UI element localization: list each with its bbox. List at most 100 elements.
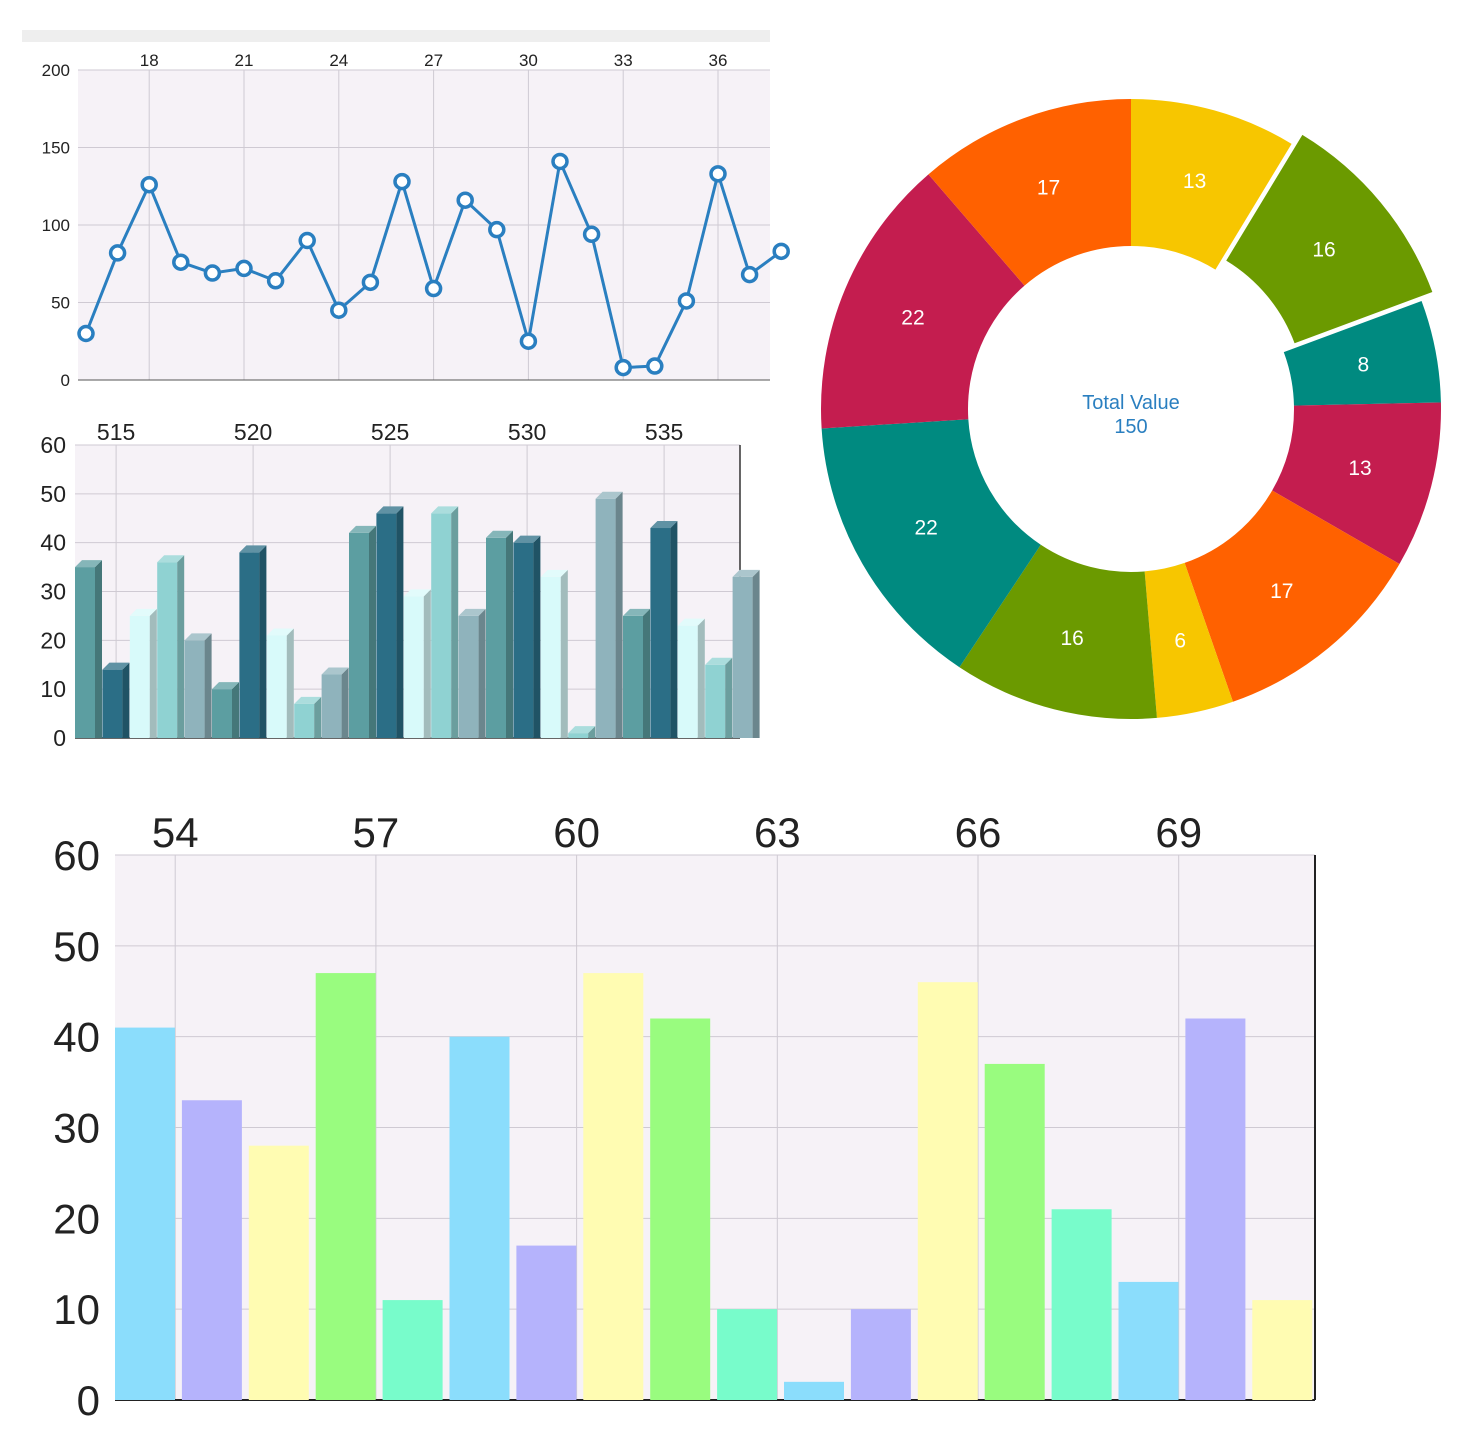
bar3d-x-tick-label: 525 bbox=[371, 419, 409, 445]
bar3d-y-tick-label: 0 bbox=[53, 725, 66, 750]
bar3d-bar-side bbox=[561, 570, 568, 738]
bar-rect bbox=[182, 1100, 242, 1400]
donut-center-label: Total Value bbox=[1082, 392, 1179, 414]
line-chart: 200 150 100 50 0 18 21 24 27 30 33 36 bbox=[0, 0, 790, 400]
donut-slice-label: 17 bbox=[1270, 580, 1293, 603]
bar3d-bar-side bbox=[670, 521, 677, 738]
bar3d-bar-front bbox=[650, 528, 670, 738]
bar-rect bbox=[383, 1300, 443, 1400]
donut-slice-label: 22 bbox=[901, 306, 924, 329]
bar-rect bbox=[516, 1246, 576, 1400]
bar3d-bar-side bbox=[753, 570, 760, 738]
bar3d-bar-front bbox=[431, 513, 451, 738]
line-y-tick-label: 0 bbox=[61, 371, 70, 390]
bar-rect bbox=[249, 1146, 309, 1400]
line-data-point bbox=[616, 361, 630, 375]
line-x-tick-label: 33 bbox=[614, 51, 633, 70]
line-data-point bbox=[269, 274, 283, 288]
bar3d-bar-side bbox=[479, 609, 486, 738]
line-chart-top-shade bbox=[22, 30, 770, 42]
bar3d-bar-side bbox=[177, 555, 184, 738]
line-y-tick-label: 100 bbox=[42, 216, 70, 235]
line-data-point bbox=[585, 227, 599, 241]
bar3d-bar-side bbox=[506, 531, 513, 738]
line-x-tick-label: 21 bbox=[235, 51, 254, 70]
bar-y-tick-label: 10 bbox=[53, 1286, 100, 1333]
line-data-point bbox=[395, 175, 409, 189]
bar3d-bar-front bbox=[185, 640, 205, 738]
line-data-point bbox=[79, 327, 93, 341]
bar3d-bar-front bbox=[349, 533, 369, 738]
bar-x-tick-label: 54 bbox=[152, 809, 199, 856]
bar3d-y-tick-label: 60 bbox=[40, 432, 66, 458]
bar3d-bar-side bbox=[287, 628, 294, 738]
bar3d-bar-side bbox=[616, 492, 623, 738]
bar3d-bar-side bbox=[122, 663, 129, 738]
bar-rect bbox=[1252, 1300, 1312, 1400]
line-data-point bbox=[743, 268, 757, 282]
bar-rect bbox=[450, 1037, 510, 1400]
bar-rect bbox=[918, 982, 978, 1400]
bar-rect bbox=[1052, 1209, 1112, 1400]
bar3d-bar-front bbox=[705, 665, 725, 738]
bar3d-x-tick-label: 520 bbox=[234, 419, 272, 445]
bar3d-bar-front bbox=[239, 552, 259, 738]
line-data-point bbox=[332, 303, 346, 317]
line-data-point bbox=[111, 246, 125, 260]
bar3d-y-tick-label: 10 bbox=[40, 676, 66, 702]
bar-rect bbox=[1185, 1019, 1245, 1401]
bar-y-tick-label: 50 bbox=[53, 923, 100, 970]
bar-rect bbox=[1119, 1282, 1179, 1400]
bar-rect bbox=[583, 973, 643, 1400]
bar3d-bar-side bbox=[342, 668, 349, 738]
line-data-point bbox=[490, 223, 504, 237]
line-data-point bbox=[237, 261, 251, 275]
bar-y-tick-label: 60 bbox=[53, 832, 100, 879]
bar3d-y-tick-label: 30 bbox=[40, 579, 66, 605]
bar-rect bbox=[784, 1382, 844, 1400]
bar3d-bar-front bbox=[596, 499, 616, 738]
bar3d-bar-side bbox=[451, 506, 458, 738]
bar3d-bar-front bbox=[75, 567, 95, 738]
donut-slice-label: 13 bbox=[1348, 457, 1371, 480]
bar-x-tick-label: 66 bbox=[955, 809, 1002, 856]
bar3d-bar-front bbox=[294, 704, 314, 738]
bar3d-bar-front bbox=[157, 562, 177, 738]
bar3d-bar-side bbox=[643, 609, 650, 738]
bar3d-bar-side bbox=[533, 536, 540, 738]
line-y-tick-label: 50 bbox=[51, 294, 70, 313]
bar3d-x-tick-label: 535 bbox=[645, 419, 683, 445]
donut-slice-label: 6 bbox=[1174, 629, 1186, 652]
bar3d-bar-side bbox=[698, 619, 705, 738]
bar3d-bar-front bbox=[404, 596, 424, 738]
bar3d-bar-side bbox=[396, 506, 403, 738]
donut-slice-label: 16 bbox=[1312, 238, 1335, 261]
bar3d-x-tick-label: 530 bbox=[508, 419, 546, 445]
bar3d-bar-front bbox=[102, 670, 122, 738]
line-data-point bbox=[458, 193, 472, 207]
bar3d-bar-side bbox=[369, 526, 376, 738]
donut-slice-label: 8 bbox=[1357, 354, 1369, 377]
line-data-point bbox=[205, 266, 219, 280]
line-data-point bbox=[711, 167, 725, 181]
bar-rect bbox=[650, 1019, 710, 1401]
bar-x-tick-label: 57 bbox=[353, 809, 400, 856]
line-x-tick-label: 30 bbox=[519, 51, 538, 70]
line-data-point bbox=[553, 154, 567, 168]
bar-x-tick-label: 60 bbox=[553, 809, 600, 856]
bar3d-bar-side bbox=[95, 560, 102, 738]
bar3d-bar-side bbox=[424, 589, 431, 738]
bar3d-bar-front bbox=[623, 616, 643, 738]
bar3d-bar-side bbox=[314, 697, 321, 738]
donut-slice-label: 16 bbox=[1061, 627, 1084, 650]
line-x-tick-label: 24 bbox=[329, 51, 348, 70]
line-data-point bbox=[679, 294, 693, 308]
bar3d-bar-front bbox=[486, 538, 506, 738]
bar3d-bar-front bbox=[376, 513, 396, 738]
bar3d-y-tick-label: 50 bbox=[40, 481, 66, 507]
bar-rect bbox=[717, 1309, 777, 1400]
line-data-point bbox=[521, 334, 535, 348]
bar-rect bbox=[115, 1028, 175, 1400]
bar3d-bar-side bbox=[205, 633, 212, 738]
line-y-tick-label: 150 bbox=[42, 139, 70, 158]
